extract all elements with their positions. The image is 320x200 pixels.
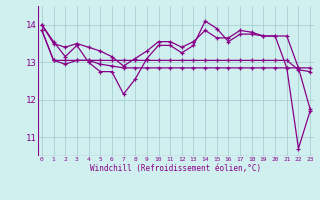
X-axis label: Windchill (Refroidissement éolien,°C): Windchill (Refroidissement éolien,°C) — [91, 164, 261, 173]
